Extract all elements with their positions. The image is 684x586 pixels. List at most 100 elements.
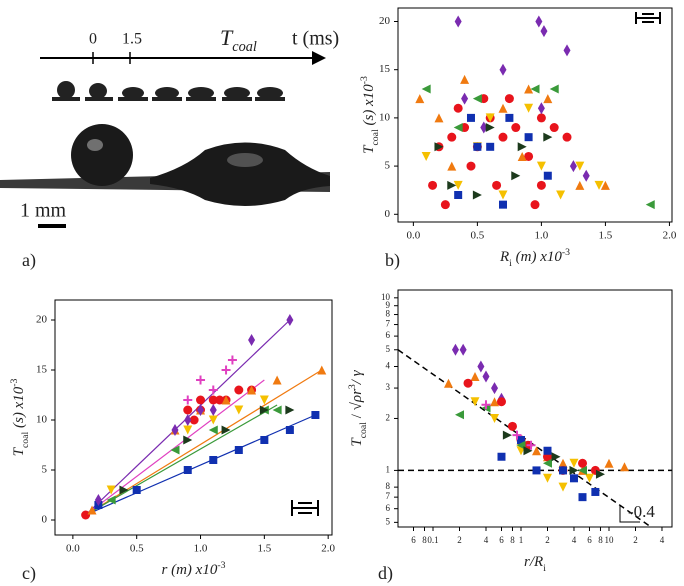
point xyxy=(434,142,444,152)
x-tick-label: 4 xyxy=(484,535,489,545)
y-tick-label: 4 xyxy=(386,361,391,371)
point xyxy=(578,465,588,475)
x-tick-label: 1.0 xyxy=(535,230,549,242)
point xyxy=(594,180,604,190)
point xyxy=(454,15,462,28)
point xyxy=(504,94,514,104)
event-label: Tcoal xyxy=(220,25,257,55)
point xyxy=(498,103,508,113)
x-tick-label: 2 xyxy=(633,535,638,545)
label-part: T xyxy=(349,437,365,447)
plot-frame xyxy=(54,299,333,536)
point xyxy=(183,425,193,435)
point xyxy=(543,132,553,142)
point xyxy=(447,180,457,190)
label-part: i xyxy=(509,258,512,269)
point xyxy=(183,405,193,415)
label-part: 3 xyxy=(347,384,358,389)
x-tick-label: 6 xyxy=(587,535,592,545)
panel-label: c) xyxy=(22,563,36,584)
point xyxy=(285,426,294,434)
point xyxy=(317,365,327,375)
point xyxy=(473,142,482,151)
x-tick-label: 2 xyxy=(457,535,462,545)
point xyxy=(470,397,480,407)
x-tick-label: 8 xyxy=(510,535,515,545)
scale-label: 1 mm xyxy=(20,200,67,222)
point xyxy=(490,413,500,423)
y-axis-label: Tcoal (s) x10-3 xyxy=(9,379,31,457)
label-part: (s) x10 xyxy=(361,84,377,129)
point xyxy=(171,424,179,436)
label-part: R xyxy=(499,249,509,265)
x-tick-label: 0.0 xyxy=(406,230,420,242)
point xyxy=(558,466,567,475)
point xyxy=(259,405,269,415)
point xyxy=(453,123,463,133)
point xyxy=(209,404,217,416)
point xyxy=(481,400,491,410)
point xyxy=(498,190,508,200)
x-tick-label: 6 xyxy=(499,535,504,545)
point xyxy=(196,395,206,405)
label-part: -3 xyxy=(562,247,570,258)
point xyxy=(466,113,475,122)
y-tick-label: 20 xyxy=(379,15,391,27)
point xyxy=(536,113,546,123)
y-tick-label: 2 xyxy=(386,413,391,423)
point xyxy=(460,74,470,84)
point xyxy=(286,314,294,326)
point xyxy=(447,161,457,171)
point xyxy=(285,405,295,415)
point xyxy=(485,123,495,133)
y-tick-label: 5 xyxy=(386,344,391,354)
x-tick-label: 0.5 xyxy=(130,543,144,555)
x-axis-label: Ri (m) x10-3 xyxy=(499,247,570,269)
label-part: (m) x10 xyxy=(167,562,217,578)
panel-a: 0 1.5 Tcoal t (ms) 1 mm a) xyxy=(0,25,339,271)
point xyxy=(543,446,552,455)
point xyxy=(444,378,454,388)
plot-frame xyxy=(397,7,673,223)
x-tick-label: 10 xyxy=(604,535,614,545)
point xyxy=(540,25,548,38)
y-axis-label: Tcoal (s) x10-3 xyxy=(359,76,381,154)
point xyxy=(524,103,534,113)
x-axis-label: r/Ri xyxy=(524,554,546,573)
point xyxy=(524,133,533,142)
point xyxy=(209,456,218,464)
point xyxy=(542,458,552,468)
point xyxy=(505,113,514,122)
point xyxy=(584,473,594,483)
point xyxy=(272,375,282,385)
point xyxy=(197,404,205,416)
point xyxy=(447,132,457,142)
point xyxy=(184,414,192,426)
y-tick-label: 7 xyxy=(386,319,391,329)
x-tick-label: 0.0 xyxy=(66,543,80,555)
y-tick-label: 0 xyxy=(42,514,48,526)
point xyxy=(532,446,542,456)
point xyxy=(234,405,244,415)
point xyxy=(526,440,536,450)
point xyxy=(582,169,590,182)
point xyxy=(183,395,193,405)
time-tick-label: 1.5 xyxy=(122,31,142,48)
point xyxy=(221,365,231,375)
y-tick-label: 8 xyxy=(386,309,391,319)
point xyxy=(434,113,444,123)
point xyxy=(461,92,469,105)
x-axis-label: r (m) x10-3 xyxy=(162,560,226,579)
point xyxy=(208,395,218,405)
label-part: coal xyxy=(358,422,369,439)
x-tick-label: 4 xyxy=(572,535,577,545)
point xyxy=(415,94,425,104)
x-tick-label: 0.1 xyxy=(427,535,438,545)
point xyxy=(542,473,552,483)
point xyxy=(578,493,587,502)
point xyxy=(591,487,600,496)
y-tick-label: 6 xyxy=(386,330,391,340)
point xyxy=(498,132,508,142)
point xyxy=(535,15,543,28)
point xyxy=(523,446,533,456)
